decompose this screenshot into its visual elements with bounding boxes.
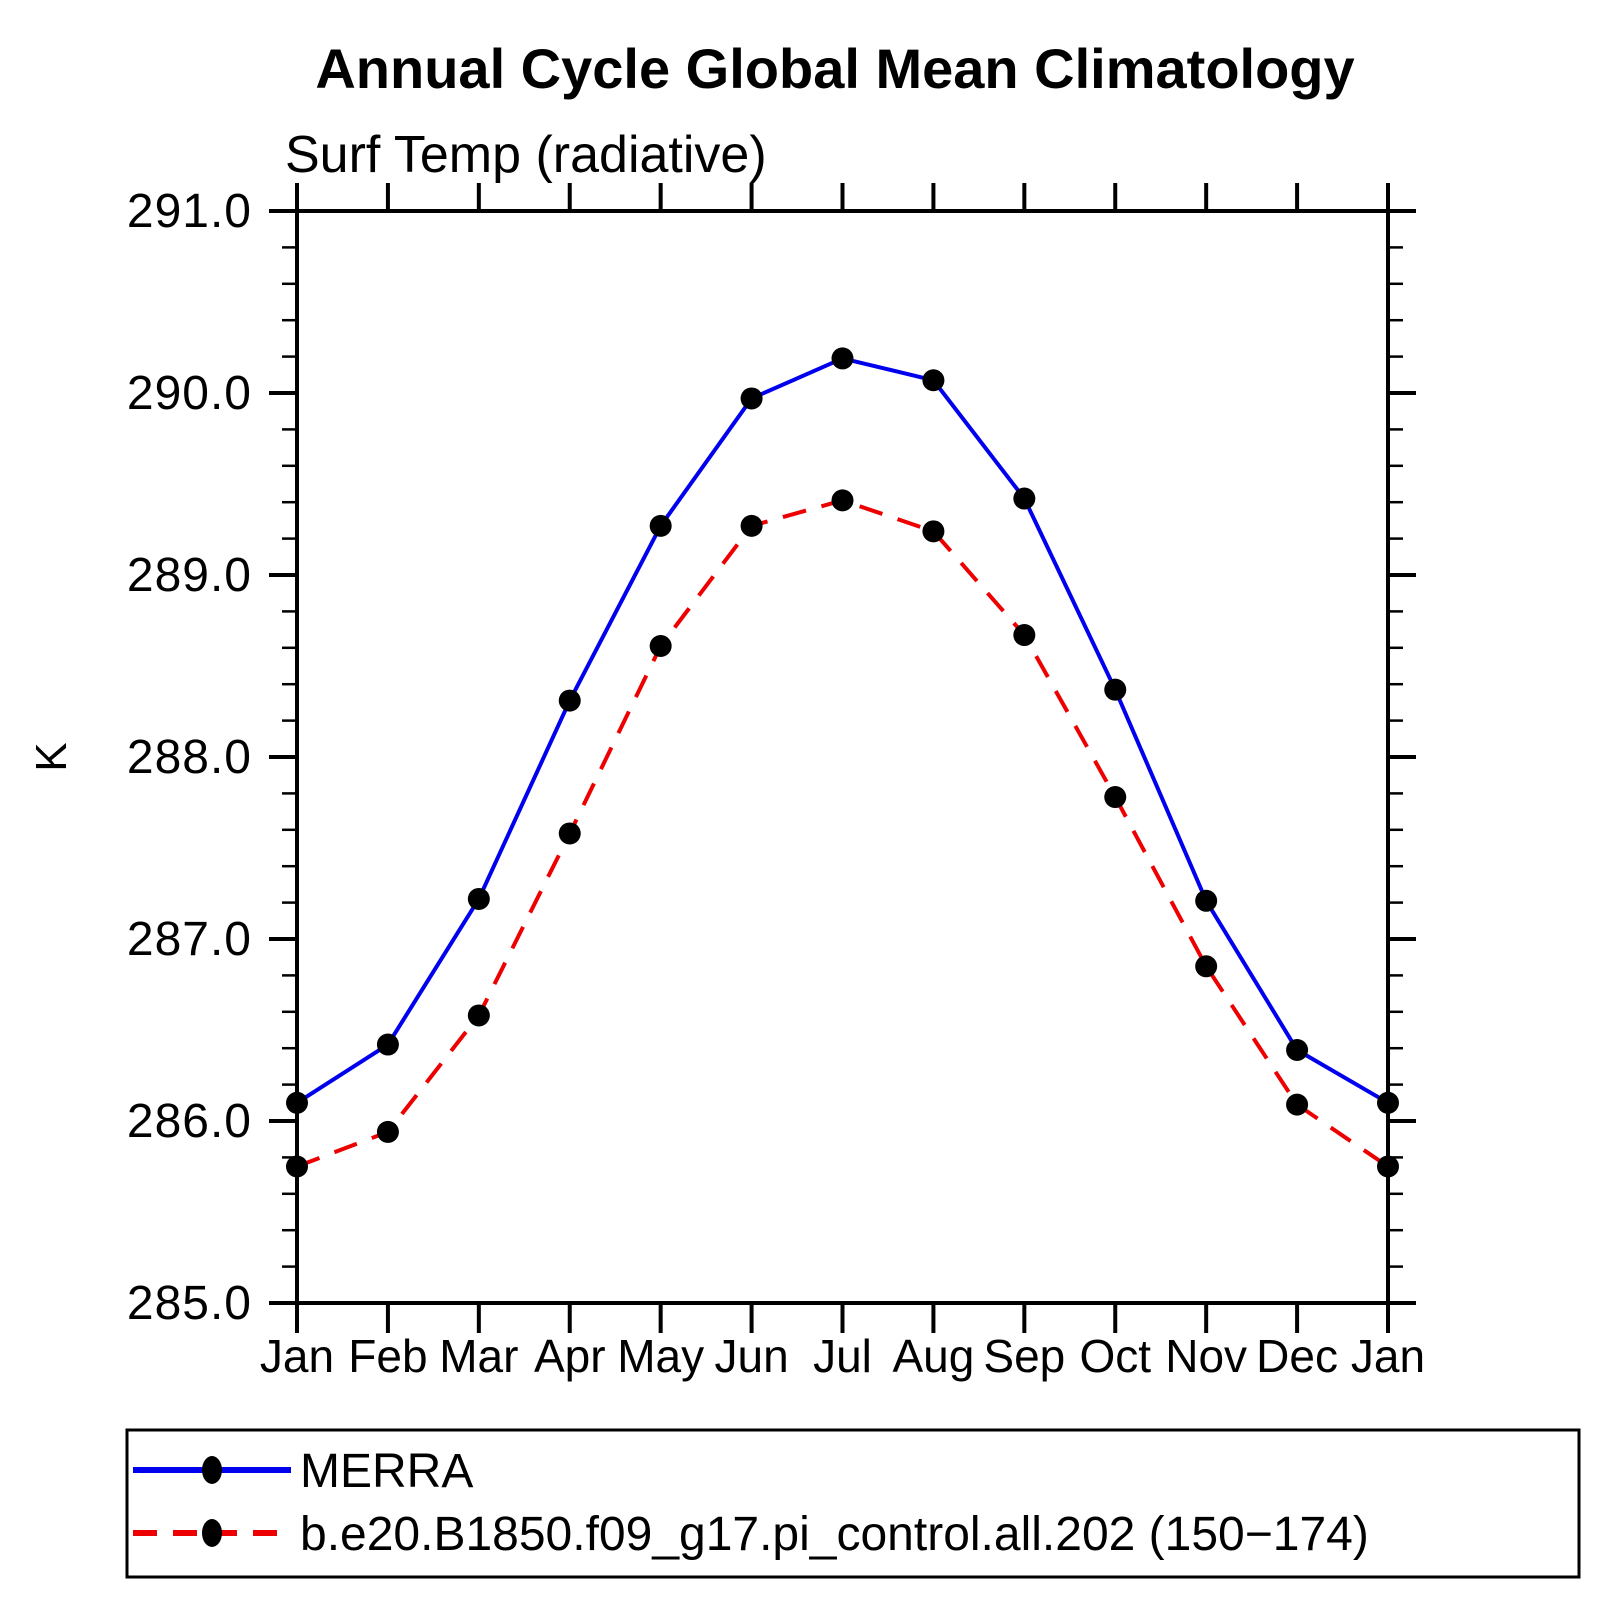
data-point-marker <box>467 1004 490 1027</box>
x-tick-label: May <box>617 1330 704 1382</box>
data-point-marker <box>1013 487 1036 510</box>
legend-marker-icon <box>202 1519 222 1547</box>
chart-title: Annual Cycle Global Mean Climatology <box>315 37 1354 100</box>
y-tick-label: 288.0 <box>127 731 252 784</box>
x-tick-label: Aug <box>892 1330 974 1382</box>
data-point-marker <box>740 514 763 537</box>
data-point-marker <box>922 520 945 543</box>
x-tick-label: Sep <box>983 1330 1065 1382</box>
legend-box <box>125 1428 1581 1579</box>
x-tick-label: Oct <box>1079 1330 1151 1382</box>
data-point-marker <box>558 689 581 712</box>
data-point-marker <box>1195 955 1218 978</box>
legend: MERRA b.e20.B1850.f09_g17.pi_control.all… <box>125 1428 1581 1579</box>
legend-label-model: b.e20.B1850.f09_g17.pi_control.all.202 (… <box>300 1508 1369 1561</box>
legend-label-merra: MERRA <box>300 1445 473 1498</box>
data-point-marker <box>1286 1093 1309 1116</box>
legend-entry-model: b.e20.B1850.f09_g17.pi_control.all.202 (… <box>133 1508 1369 1561</box>
data-point-marker <box>1013 624 1036 647</box>
x-tick-label: Jun <box>714 1330 788 1382</box>
y-tick-label: 285.0 <box>127 1277 252 1330</box>
data-point-marker <box>831 489 854 512</box>
chart-subtitle: Surf Temp (radiative) <box>285 126 767 184</box>
x-tick-label: Apr <box>534 1330 606 1382</box>
y-tick-label: 290.0 <box>127 367 252 420</box>
data-point-marker <box>376 1033 399 1056</box>
y-tick-label: 291.0 <box>127 185 252 238</box>
plot-border <box>295 209 1390 1305</box>
data-point-marker <box>649 634 672 657</box>
x-tick-label: Feb <box>348 1330 427 1382</box>
x-tick-label: Mar <box>439 1330 518 1382</box>
legend-marker-icon <box>202 1456 222 1484</box>
y-tick-label: 287.0 <box>127 913 252 966</box>
y-tick-label: 286.0 <box>127 1095 252 1148</box>
plot-area: 285.0 286.0 287.0 288.0 289.0 290.0 291.0 Jan Fe… <box>127 183 1425 1382</box>
x-tick-label: Jul <box>813 1330 872 1382</box>
data-point-marker <box>649 514 672 537</box>
series-line-solid <box>295 356 1390 1105</box>
data-point-marker <box>1104 786 1127 809</box>
data-point-marker <box>1286 1039 1309 1062</box>
data-point-marker <box>376 1120 399 1143</box>
data-point-marker <box>740 387 763 410</box>
data-point-marker <box>922 369 945 392</box>
series-line-dashed <box>296 498 1390 1169</box>
x-tick-label: Jan <box>260 1330 334 1382</box>
data-point-marker <box>558 822 581 845</box>
x-tick-label: Dec <box>1256 1330 1338 1382</box>
data-point-marker <box>831 347 854 370</box>
data-point-marker <box>467 887 490 910</box>
legend-entry-merra: MERRA <box>133 1445 473 1498</box>
x-tick-label: Jan <box>1351 1330 1425 1382</box>
data-point-marker <box>1104 678 1127 701</box>
x-tick-label: Nov <box>1165 1330 1247 1382</box>
y-tick-label: 289.0 <box>127 549 252 602</box>
y-axis-label: K <box>27 742 76 771</box>
data-point-marker <box>1195 889 1218 912</box>
